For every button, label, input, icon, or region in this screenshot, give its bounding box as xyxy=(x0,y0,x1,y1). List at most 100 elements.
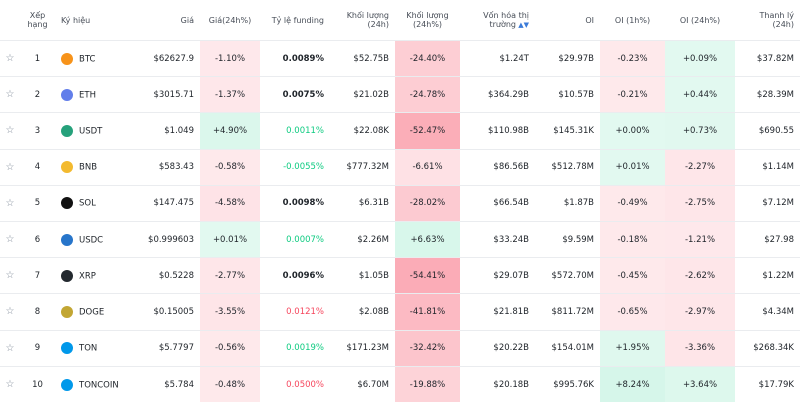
cell-text: -3.55% xyxy=(214,306,246,317)
cell-text: $583.43 xyxy=(158,162,194,173)
cell-text: +0.73% xyxy=(682,125,718,136)
cell-text: 0.0121% xyxy=(286,306,324,317)
cell: $1.87B xyxy=(535,184,600,222)
favorite-star[interactable]: ☆ xyxy=(0,293,20,330)
cell-text: $1.22M xyxy=(762,270,794,281)
cell: -0.65% xyxy=(600,293,665,330)
column-header[interactable]: Khối lượng (24h%) xyxy=(395,0,460,41)
cell-text: -2.97% xyxy=(684,306,716,317)
cell-text: $33.24B xyxy=(493,234,529,245)
cell: $171.23M xyxy=(330,329,395,367)
cell-text: $1.87B xyxy=(563,198,594,209)
cell-text: $62627.9 xyxy=(153,53,194,64)
header-text: OI (1h%) xyxy=(614,15,651,25)
cell: $52.75B xyxy=(330,39,395,77)
column-header[interactable]: Tỷ lệ funding xyxy=(260,0,330,41)
column-header[interactable]: Giá xyxy=(130,0,200,41)
coin-row[interactable]: ☆ 8 DOGE $0.15005 -3.55% 0.0121% $2.08B -41.81%… xyxy=(0,293,800,330)
cell: SOL xyxy=(55,184,130,222)
header-text: Xếp hạng xyxy=(27,11,48,29)
cell-text: $52.75B xyxy=(353,53,389,64)
favorite-star[interactable]: ☆ xyxy=(0,148,20,186)
cell: 0.0096% xyxy=(260,257,330,294)
star-header xyxy=(0,0,20,41)
column-header[interactable]: OI xyxy=(535,0,600,41)
cell: $364.29B xyxy=(460,76,535,113)
cell-text: $2.08B xyxy=(358,306,389,317)
favorite-star[interactable]: ☆ xyxy=(0,76,20,113)
cell: $1.24T xyxy=(460,39,535,77)
cell-text: $3015.71 xyxy=(153,89,194,100)
cell-text: $86.56B xyxy=(493,162,529,173)
cell-text: BTC xyxy=(79,54,96,65)
cell-text: 0.0007% xyxy=(286,234,324,245)
coin-row[interactable]: ☆ 4 BNB $583.43 -0.58% -0.0055% $777.32M -6.61%… xyxy=(0,148,800,186)
column-header[interactable]: Thanh lý (24h) xyxy=(735,0,800,41)
cell: -19.88% xyxy=(395,365,460,402)
coin-row[interactable]: ☆ 10 TONCOIN $5.784 -0.48% 0.0500% $6.70M -19.8… xyxy=(0,365,800,402)
cell-text: -32.42% xyxy=(409,343,446,354)
cell: $7.12M xyxy=(735,184,800,222)
cell: $5.784 xyxy=(130,365,200,402)
cell-text: $777.32M xyxy=(346,162,389,173)
coin-row[interactable]: ☆ 7 XRP $0.5228 -2.77% 0.0096% $1.05B -54.41% $2… xyxy=(0,257,800,294)
column-header[interactable]: Khối lượng (24h) xyxy=(330,0,395,41)
cell: -2.97% xyxy=(665,293,735,330)
cell: 4 xyxy=(20,148,55,186)
column-header[interactable]: OI (24h%) xyxy=(665,0,735,41)
cell: $29.07B xyxy=(460,257,535,294)
cell-text: $29.07B xyxy=(493,270,529,281)
cell-text: -1.37% xyxy=(214,89,246,100)
cell: -2.77% xyxy=(200,257,260,294)
coin-row[interactable]: ☆ 5 SOL $147.475 -4.58% 0.0098% $6.31B -28.02% $… xyxy=(0,184,800,222)
cell-text: $1.14M xyxy=(762,162,794,173)
cell: $37.82M xyxy=(735,39,800,77)
favorite-star[interactable]: ☆ xyxy=(0,220,20,258)
coin-icon xyxy=(61,342,73,355)
header-text: OI (24h%) xyxy=(679,15,721,25)
favorite-star[interactable]: ☆ xyxy=(0,39,20,77)
cell: +8.24% xyxy=(600,365,665,402)
coin-row[interactable]: ☆ 1 BTC $62627.9 -1.10% 0.0089% $52.75B -24.40%… xyxy=(0,39,800,77)
cell-text: $17.79K xyxy=(758,379,794,390)
cell: -1.37% xyxy=(200,76,260,113)
cell-text: $572.70M xyxy=(551,270,594,281)
column-header[interactable]: Vốn hóa thị trường ▲▼ xyxy=(460,0,535,41)
cell: 10 xyxy=(20,365,55,402)
cell: +0.44% xyxy=(665,76,735,113)
cell: -2.62% xyxy=(665,257,735,294)
cell-text: -0.49% xyxy=(617,198,648,209)
column-header[interactable]: Ký hiệu xyxy=(55,0,130,41)
favorite-star[interactable]: ☆ xyxy=(0,112,20,150)
coin-row[interactable]: ☆ 6 USDC $0.999603 +0.01% 0.0007% $2.26M +6.63%… xyxy=(0,220,800,258)
favorite-star[interactable]: ☆ xyxy=(0,365,20,402)
coin-row[interactable]: ☆ 2 ETH $3015.71 -1.37% 0.0075% $21.02B -24.78%… xyxy=(0,76,800,113)
column-header[interactable]: Xếp hạng xyxy=(20,0,55,41)
sort-icon[interactable]: ▲▼ xyxy=(516,21,529,29)
cell: $27.98 xyxy=(735,220,800,258)
cell: -0.0055% xyxy=(260,148,330,186)
cell-text: $145.31K xyxy=(553,125,594,136)
coin-row[interactable]: ☆ 3 USDT $1.049 +4.90% 0.0011% $22.08K -52.47% $… xyxy=(0,112,800,150)
cell: $512.78M xyxy=(535,148,600,186)
cell-text: -52.47% xyxy=(409,125,446,136)
cell-text: +3.64% xyxy=(682,379,718,390)
header-text: Giá xyxy=(180,15,194,25)
cell: $6.31B xyxy=(330,184,395,222)
header-text: Tỷ lệ funding xyxy=(271,15,324,25)
cell: -28.02% xyxy=(395,184,460,222)
cell: $690.55 xyxy=(735,112,800,150)
favorite-star[interactable]: ☆ xyxy=(0,329,20,367)
favorite-star[interactable]: ☆ xyxy=(0,257,20,294)
cell-text: 8 xyxy=(34,306,41,317)
favorite-star[interactable]: ☆ xyxy=(0,184,20,222)
cell: +0.73% xyxy=(665,112,735,150)
coin-row[interactable]: ☆ 9 TON $5.7797 -0.56% 0.0019% $171.23M -32.42%… xyxy=(0,329,800,367)
column-header[interactable]: Giá(24h%) xyxy=(200,0,260,41)
column-header[interactable]: OI (1h%) xyxy=(600,0,665,41)
cell-text: -24.78% xyxy=(409,89,446,100)
cell-text: USDT xyxy=(79,126,103,137)
cell: USDT xyxy=(55,112,130,150)
cell: -0.58% xyxy=(200,148,260,186)
cell-text: 4 xyxy=(34,162,41,173)
